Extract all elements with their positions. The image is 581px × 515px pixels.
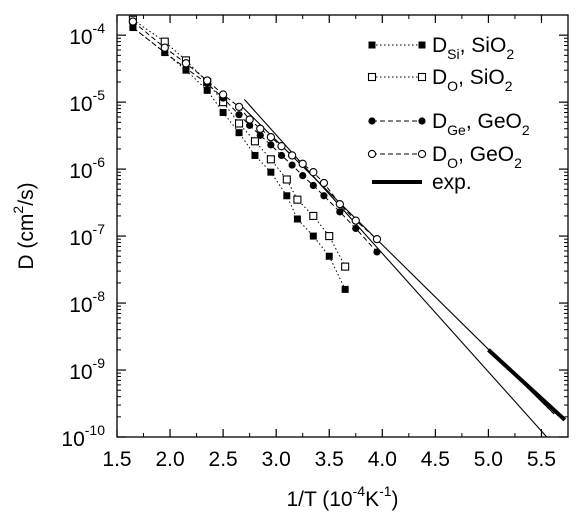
- data-point-series-3: [245, 115, 254, 124]
- x-axis-label: 1/T (10-4K-1): [286, 483, 398, 511]
- data-point-series-1: [325, 232, 334, 241]
- data-point-series-1: [250, 137, 260, 146]
- legend-label-0: DSi, SiO2: [432, 34, 514, 62]
- axis-ticks: [116, 14, 568, 438]
- data-point-series-0: [325, 252, 333, 260]
- data-point-series-3: [218, 90, 228, 99]
- y-tick-label: 10-5: [69, 87, 105, 116]
- data-point-series-2: [288, 161, 296, 169]
- data-point-series-2: [129, 23, 137, 32]
- axis-labels: 1/T (10-4K-1) D (cm2/s): [10, 182, 399, 511]
- x-tick-label: 1.5: [102, 448, 131, 471]
- series-markers: [128, 15, 382, 293]
- legend-label-1: DO, SiO2: [432, 66, 513, 94]
- data-point-series-2: [320, 192, 328, 200]
- data-point-series-0: [203, 86, 211, 94]
- data-point-series-3: [309, 168, 318, 177]
- data-point-series-3: [287, 151, 297, 160]
- data-point-series-3: [181, 59, 191, 68]
- legend-marker-start-3: [367, 149, 377, 159]
- x-tick-label: 4.5: [421, 448, 450, 471]
- y-tick-label: 10-4: [69, 20, 105, 49]
- series-line-2: [132, 27, 378, 253]
- plot-frame: [116, 14, 569, 438]
- y-tick-label: 10-10: [61, 422, 105, 451]
- y-tick-label: 10-6: [69, 154, 105, 183]
- legend-marker-end-0: [418, 41, 426, 49]
- data-point-series-0: [341, 285, 349, 293]
- data-point-series-1: [293, 195, 302, 204]
- x-tick-label: 2.0: [155, 448, 184, 471]
- data-point-series-2: [256, 131, 264, 139]
- data-point-series-2: [352, 224, 360, 233]
- legend-marker-start-2: [368, 117, 376, 125]
- y-tick-labels: 10-4 10-5 10-6 10-7 10-8 10-9 10-10: [61, 20, 105, 451]
- data-point-series-3: [319, 178, 329, 188]
- data-point-series-0: [219, 109, 227, 117]
- data-point-series-0: [267, 168, 275, 176]
- data-point-series-2: [246, 121, 254, 129]
- x-tick-label: 2.5: [209, 448, 238, 471]
- data-point-series-1: [341, 262, 350, 271]
- data-point-series-0: [235, 129, 243, 137]
- data-point-series-0: [309, 232, 317, 240]
- series-line-0: [132, 27, 346, 290]
- plot-area-border: [116, 14, 569, 438]
- legend-marker-end-2: [418, 117, 426, 125]
- legend-marker-end-3: [417, 149, 427, 159]
- legend-label-2: DGe, GeO2: [432, 110, 530, 138]
- data-point-series-3: [256, 124, 265, 133]
- legend-label-4: exp.: [432, 171, 472, 194]
- data-point-series-1: [234, 119, 244, 128]
- data-point-series-3: [266, 133, 276, 142]
- data-point-series-2: [277, 151, 286, 160]
- legend-marker-start-0: [368, 41, 376, 49]
- data-point-series-1: [309, 211, 318, 220]
- data-point-series-2: [309, 181, 317, 190]
- data-point-series-1: [266, 155, 275, 164]
- data-point-series-0: [251, 151, 259, 159]
- x-tick-label: 5.0: [474, 448, 503, 471]
- data-point-series-3: [128, 17, 138, 26]
- data-point-series-3: [234, 102, 244, 112]
- data-point-series-0: [283, 192, 291, 200]
- y-tick-label: 10-7: [69, 221, 105, 250]
- x-tick-label: 4.0: [368, 448, 397, 471]
- data-point-series-0: [293, 215, 301, 223]
- data-point-series-2: [235, 111, 243, 119]
- data-point-series-3: [335, 199, 344, 209]
- y-tick-label: 10-8: [69, 288, 105, 317]
- x-tick-label: 3.5: [315, 448, 344, 471]
- y-axis-label: D (cm2/s): [10, 182, 38, 269]
- legend-marker-end-1: [417, 72, 427, 82]
- y-tick-label: 10-9: [69, 355, 105, 384]
- legend-marker-start-1: [367, 72, 377, 82]
- data-point-series-3: [277, 142, 286, 151]
- data-point-series-2: [299, 171, 307, 180]
- data-point-series-3: [372, 234, 382, 244]
- series-line-4: [487, 348, 567, 422]
- data-point-series-2: [373, 248, 381, 256]
- data-point-series-2: [336, 208, 344, 216]
- x-tick-labels: 1.5 2.0 2.5 3.0 3.5 4.0 4.5 5.0 5.5: [102, 448, 556, 471]
- x-tick-label: 3.0: [262, 448, 291, 471]
- x-tick-label: 5.5: [527, 448, 556, 471]
- data-point-series-3: [160, 43, 169, 52]
- data-point-series-3: [298, 159, 307, 168]
- legend-label-3: DO, GeO2: [432, 143, 522, 171]
- series-line-1: [132, 19, 346, 267]
- data-point-series-3: [351, 216, 360, 225]
- data-point-series-3: [203, 76, 212, 85]
- data-point-series-1: [282, 175, 291, 184]
- data-point-series-2: [267, 141, 275, 149]
